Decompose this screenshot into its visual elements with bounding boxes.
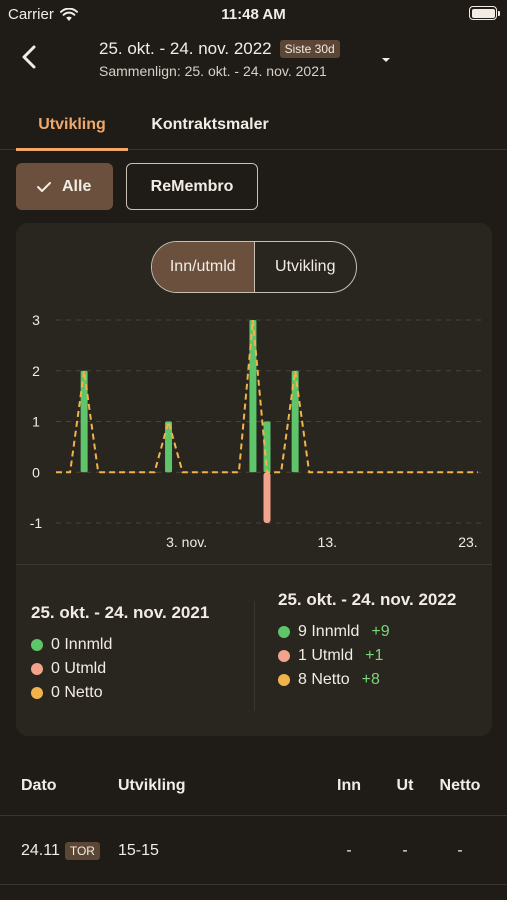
y-tick-label: 0 [32, 464, 40, 480]
checkmark-icon [37, 181, 51, 192]
header-utvikling: Utvikling [118, 776, 186, 794]
summary-previous-netto: 0 Netto [31, 681, 246, 705]
filter-chips: Alle ReMembro [16, 163, 258, 210]
row-date: 24.11 [21, 841, 60, 859]
table-row[interactable]: 24.11 TOR 15-15 - - - [0, 817, 507, 885]
chevron-left-icon [22, 45, 36, 69]
tab-bar: Utvikling Kontraktsmaler [0, 100, 507, 151]
row-utvikling: 15-15 [118, 841, 159, 859]
netto-delta: +8 [361, 671, 380, 688]
innmld-dot [31, 639, 43, 651]
header-dato: Dato [21, 776, 57, 794]
filter-all-chip[interactable]: Alle [16, 163, 113, 210]
utmld-dot [278, 650, 290, 662]
header-ut: Ut [396, 776, 414, 794]
row-date-cell: 24.11 TOR [21, 817, 100, 884]
y-tick-label: 1 [32, 414, 40, 430]
y-tick-label: -1 [30, 515, 43, 531]
summary-current-netto: 8 Netto +8 [278, 668, 483, 692]
x-tick-label: 13. [318, 534, 337, 550]
header-netto: Netto [439, 776, 481, 794]
summary-current-innmld: 9 Innmld +9 [278, 620, 483, 644]
summary-current-netto-label: 8 Netto [298, 671, 350, 688]
date-range-selector[interactable]: 25. okt. - 24. nov. 2022 Siste 30d [99, 39, 340, 59]
bar-innmld [249, 320, 257, 473]
summary-current: 25. okt. - 24. nov. 2022 9 Innmld +9 1 U… [278, 587, 483, 692]
summary-previous: 25. okt. - 24. nov. 2021 0 Innmld 0 Utml… [31, 600, 246, 705]
netto-dot [278, 674, 290, 686]
range-badge: Siste 30d [279, 40, 340, 58]
row-day-badge: TOR [64, 841, 100, 860]
x-tick-label: 3. nov. [166, 534, 207, 550]
compare-range-label: Sammenlign: 25. okt. - 24. nov. 2021 [99, 63, 327, 79]
carrier-label: Carrier [8, 6, 54, 23]
summary-previous-innmld-label: 0 Innmld [51, 636, 113, 653]
summary-previous-innmld: 0 Innmld [31, 633, 246, 657]
segment-inn-utmld[interactable]: Inn/utmld [152, 242, 255, 292]
filter-all-label: Alle [62, 177, 92, 195]
bar-innmld [291, 370, 299, 473]
innmld-delta: +9 [371, 623, 390, 640]
row-netto: - [457, 841, 463, 859]
status-bar: Carrier 11:48 AM [0, 0, 507, 30]
wifi-icon [59, 7, 78, 21]
summary-divider [16, 564, 492, 565]
row-inn: - [346, 841, 352, 859]
tab-utvikling[interactable]: Utvikling [16, 100, 128, 151]
segment-utvikling[interactable]: Utvikling [275, 258, 336, 275]
utmld-delta: +1 [365, 647, 384, 664]
tab-kontraktsmaler[interactable]: Kontraktsmaler [151, 116, 269, 133]
caret-down-icon[interactable] [377, 54, 395, 66]
summary-current-title: 25. okt. - 24. nov. 2022 [278, 590, 457, 609]
y-tick-label: 2 [32, 363, 40, 379]
chart-card: Inn/utmld Utvikling 3 2 1 0 -1 3. nov. 13. 23. … [16, 223, 492, 736]
nav-header: 25. okt. - 24. nov. 2022 Siste 30d Samme… [0, 30, 507, 90]
utmld-dot [31, 663, 43, 675]
battery-icon [469, 6, 500, 20]
summary-current-innmld-label: 9 Innmld [298, 623, 360, 640]
chart-mode-toggle: Inn/utmld Utvikling [151, 241, 357, 293]
bar-innmld [165, 421, 173, 473]
row-ut: - [402, 841, 408, 859]
summary-previous-utmld-label: 0 Utmld [51, 660, 107, 677]
header-inn: Inn [337, 776, 361, 794]
table-header: Dato Utvikling Inn Ut Netto [0, 756, 507, 816]
summary-column-divider [254, 601, 255, 711]
membership-chart: 3 2 1 0 -1 3. nov. 13. 23. [30, 312, 486, 550]
innmld-dot [278, 626, 290, 638]
summary-previous-title: 25. okt. - 24. nov. 2021 [31, 603, 210, 622]
summary-current-utmld-label: 1 Utmld [298, 647, 354, 664]
back-button[interactable] [14, 40, 44, 74]
bar-utmld [263, 472, 271, 523]
x-tick-label: 23. [458, 534, 477, 550]
date-range-label: 25. okt. - 24. nov. 2022 [99, 39, 272, 58]
y-tick-label: 3 [32, 312, 40, 328]
line-netto [56, 319, 478, 474]
summary-current-utmld: 1 Utmld +1 [278, 644, 483, 668]
filter-remembro-chip[interactable]: ReMembro [126, 163, 258, 210]
clock: 11:48 AM [221, 6, 286, 23]
summary-previous-netto-label: 0 Netto [51, 684, 103, 701]
carrier-indicator: Carrier [8, 6, 78, 23]
bar-innmld [80, 370, 88, 473]
netto-dot [31, 687, 43, 699]
summary-previous-utmld: 0 Utmld [31, 657, 246, 681]
filter-remembro-label: ReMembro [150, 177, 234, 195]
